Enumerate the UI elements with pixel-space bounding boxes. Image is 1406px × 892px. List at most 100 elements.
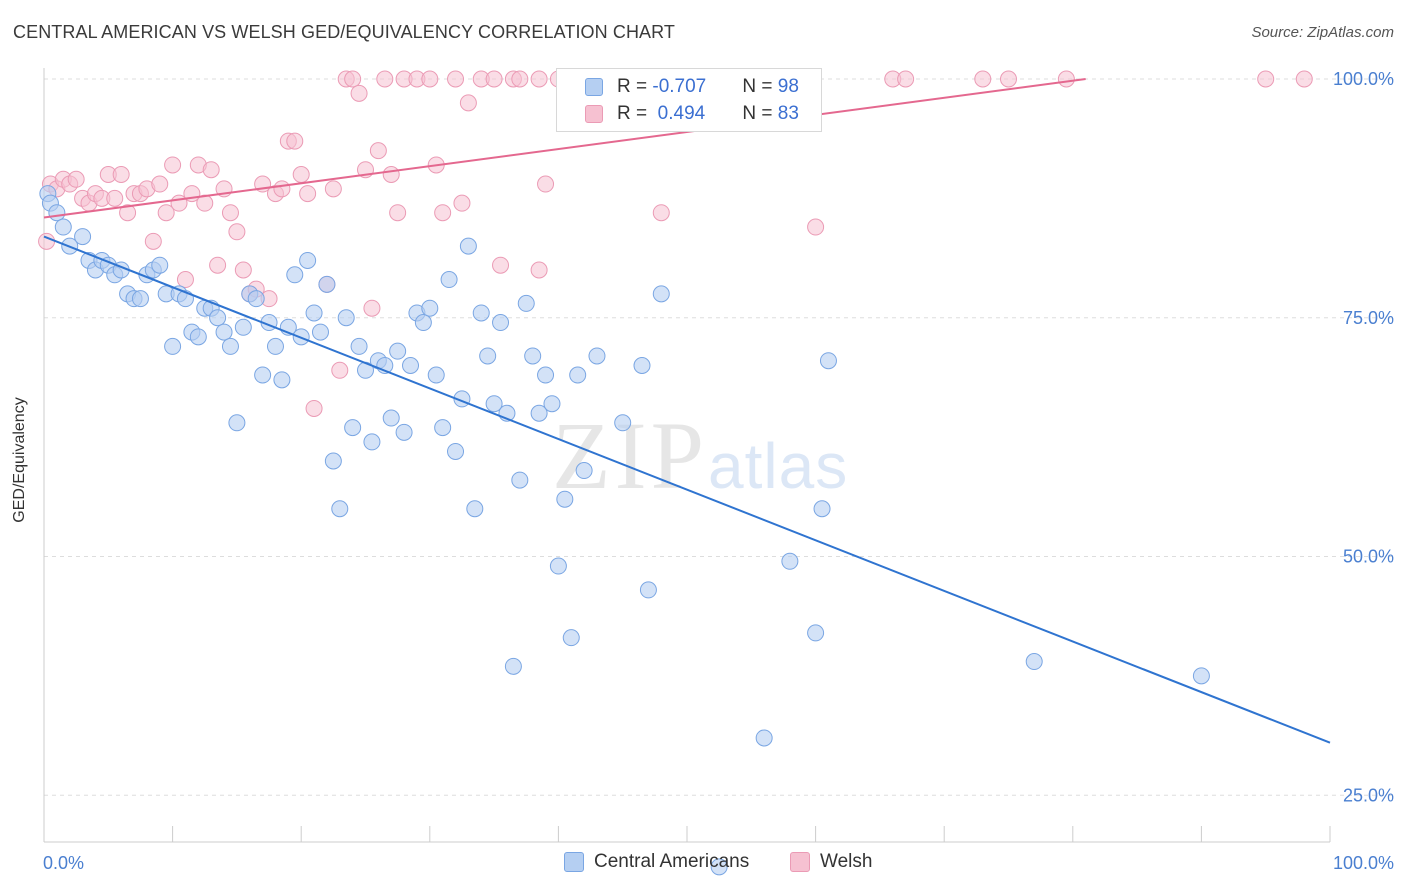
central-americans-point bbox=[569, 366, 587, 384]
central-americans-point bbox=[337, 309, 355, 327]
pink-swatch-icon bbox=[585, 105, 603, 123]
central-americans-point bbox=[266, 337, 284, 355]
welsh-trend-line bbox=[43, 78, 1086, 219]
welsh-point bbox=[228, 223, 246, 241]
central-americans-point bbox=[1192, 667, 1210, 685]
correlation-legend: R = -0.707 N = 98 R = 0.494 N = 83 bbox=[556, 68, 822, 132]
welsh-point bbox=[164, 156, 182, 174]
welsh-point bbox=[363, 299, 381, 317]
central-americans-point bbox=[54, 218, 72, 236]
central-americans-point bbox=[215, 323, 233, 341]
central-americans-point bbox=[479, 347, 497, 365]
central-americans-point bbox=[363, 433, 381, 451]
welsh-point bbox=[511, 70, 529, 88]
central-americans-point bbox=[421, 299, 439, 317]
welsh-point bbox=[530, 261, 548, 279]
central-americans-point bbox=[459, 237, 477, 255]
central-americans-point bbox=[575, 462, 593, 480]
welsh-point bbox=[176, 271, 194, 289]
central-americans-point bbox=[48, 204, 66, 222]
welsh-point bbox=[151, 175, 169, 193]
central-americans-point bbox=[427, 366, 445, 384]
axes bbox=[43, 68, 1331, 843]
y-tick-label: 25.0% bbox=[1343, 785, 1394, 805]
central-americans-point bbox=[755, 729, 773, 747]
welsh-point bbox=[389, 204, 407, 222]
welsh-point bbox=[376, 70, 394, 88]
central-americans-point bbox=[472, 304, 490, 322]
welsh-point bbox=[38, 232, 56, 250]
central-americans-point bbox=[819, 352, 837, 370]
y-tick-label: 50.0% bbox=[1343, 547, 1394, 567]
welsh-point bbox=[234, 261, 252, 279]
blue-swatch-icon bbox=[585, 78, 603, 96]
welsh-point bbox=[112, 166, 130, 183]
central-americans-point bbox=[234, 318, 252, 336]
y-tick-label: 75.0% bbox=[1343, 308, 1394, 328]
central-americans-point bbox=[440, 271, 458, 289]
central-americans-point bbox=[466, 500, 484, 518]
central-americans-point bbox=[639, 581, 657, 599]
welsh-point bbox=[652, 204, 670, 222]
central-americans-point bbox=[710, 858, 728, 876]
welsh-point bbox=[485, 70, 503, 88]
welsh-point bbox=[453, 194, 471, 212]
welsh-point bbox=[1000, 70, 1017, 88]
central-americans-point bbox=[485, 395, 503, 413]
x-tick-label: 0.0% bbox=[43, 853, 84, 873]
n-value: 98 bbox=[777, 76, 799, 97]
watermark-atlas: atlas bbox=[708, 430, 849, 502]
central-americans-point bbox=[350, 337, 368, 355]
central-americans-point bbox=[537, 366, 555, 384]
x-tick-label: 100.0% bbox=[1333, 853, 1394, 873]
pink-swatch-icon bbox=[790, 852, 810, 872]
central-americans-point bbox=[273, 371, 291, 389]
welsh-point bbox=[459, 94, 477, 112]
welsh-point bbox=[421, 70, 439, 88]
central-americans-point bbox=[402, 357, 420, 374]
welsh-point bbox=[434, 204, 452, 222]
n-label: N = bbox=[742, 76, 778, 97]
legend-label: Central Americans bbox=[594, 851, 750, 872]
central-americans-point bbox=[74, 228, 92, 246]
central-americans-point bbox=[395, 423, 413, 441]
central-americans-point bbox=[209, 309, 227, 327]
welsh-point bbox=[350, 84, 368, 102]
blue-swatch-icon bbox=[564, 852, 584, 872]
r-value: -0.707 bbox=[652, 76, 707, 97]
central-americans-point bbox=[344, 419, 362, 437]
central-americans-point bbox=[254, 366, 272, 384]
central-americans-point bbox=[549, 557, 567, 575]
central-americans-point bbox=[318, 275, 336, 293]
central-americans-point bbox=[614, 414, 632, 432]
central-americans-point bbox=[131, 290, 149, 308]
welsh-point bbox=[299, 185, 317, 203]
legend-label: Welsh bbox=[820, 851, 873, 872]
welsh-point bbox=[382, 166, 400, 183]
central-americans-point bbox=[221, 337, 239, 355]
welsh-point bbox=[1057, 70, 1075, 88]
central-americans-point bbox=[813, 500, 831, 518]
welsh-point bbox=[273, 180, 291, 198]
central-americans-point bbox=[492, 314, 510, 332]
central-americans-point bbox=[530, 404, 548, 422]
welsh-point bbox=[344, 70, 362, 88]
welsh-point bbox=[144, 232, 162, 250]
series-legend: Central Americans Welsh bbox=[0, 851, 1406, 879]
central-americans-point bbox=[633, 357, 651, 374]
welsh-point bbox=[530, 70, 548, 88]
central-americans-point bbox=[511, 471, 529, 489]
central-americans-point bbox=[1025, 653, 1043, 671]
legend-item-welsh[interactable]: Welsh bbox=[790, 851, 872, 873]
central-americans-point bbox=[311, 323, 329, 341]
welsh-point bbox=[221, 204, 239, 222]
welsh-point bbox=[897, 70, 915, 88]
trend-lines bbox=[43, 78, 1331, 744]
central-americans-point bbox=[382, 409, 400, 427]
welsh-point bbox=[106, 189, 124, 207]
central-americans-point bbox=[389, 342, 407, 360]
central-americans-point bbox=[228, 414, 246, 432]
n-label: N = bbox=[742, 103, 778, 124]
legend-item-central-americans[interactable]: Central Americans bbox=[564, 851, 749, 873]
